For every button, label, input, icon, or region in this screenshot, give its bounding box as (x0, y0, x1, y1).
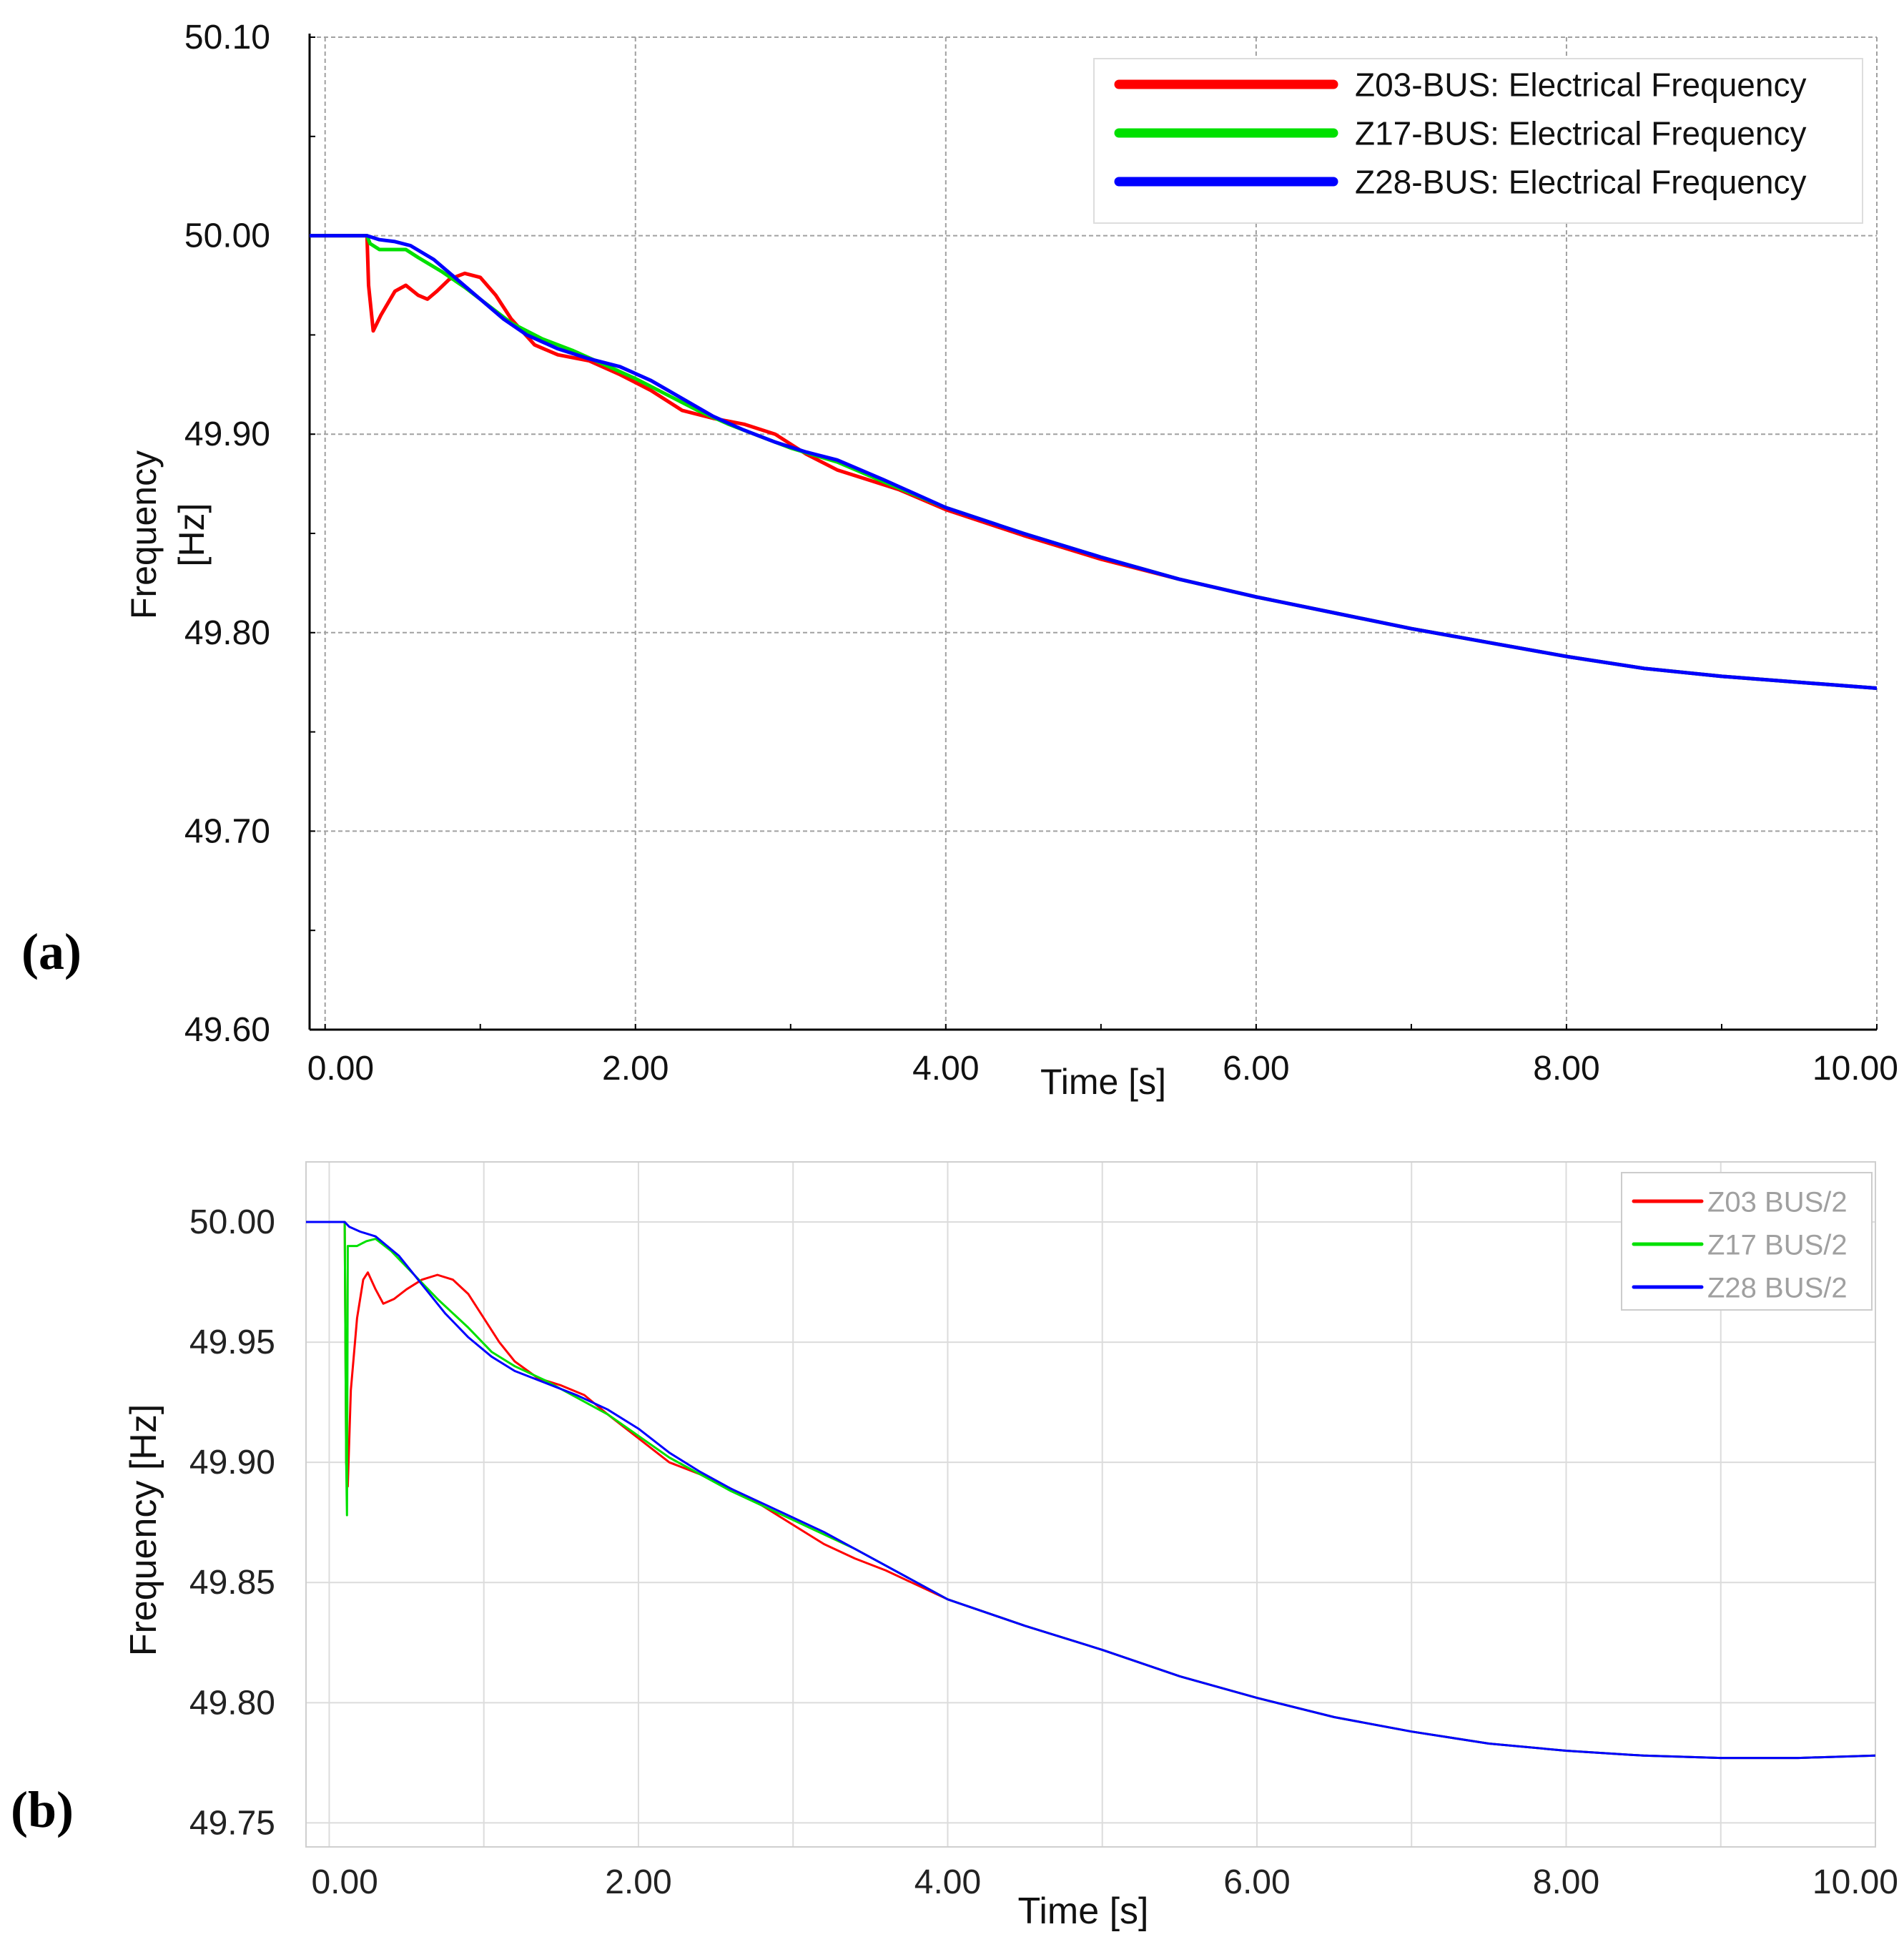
legend: Z03 BUS/2 Z17 BUS/2 Z28 BUS/2 (1621, 1172, 1873, 1311)
legend-label: Z17 BUS/2 (1707, 1229, 1848, 1261)
series-group (310, 234, 1877, 690)
y-tick-label: 49.90 (189, 1444, 275, 1482)
x-tick-label: 6.00 (1223, 1863, 1290, 1901)
x-tick-label: 8.00 (1533, 1050, 1599, 1088)
legend-label: Z28-BUS: Electrical Frequency (1355, 164, 1806, 201)
x-axis-label: Time [s] (1040, 1062, 1166, 1102)
y-tick-label: 49.70 (184, 812, 270, 850)
y-tick-label: 49.95 (189, 1324, 275, 1361)
legend-label: Z28 BUS/2 (1707, 1272, 1848, 1303)
y-tick-label: 49.90 (184, 415, 270, 453)
x-tick-label: 10.00 (1812, 1863, 1898, 1901)
legend-label: Z03-BUS: Electrical Frequency (1355, 66, 1806, 104)
series-line-z28-bus-2 (306, 1221, 1875, 1760)
legend: Z03-BUS: Electrical Frequency Z17-BUS: El… (1093, 58, 1863, 224)
plot-frame (305, 1161, 1876, 1848)
y-axis-label: [Hz] (172, 503, 212, 567)
panel-label: (a) (21, 923, 82, 980)
x-tick-label: 4.00 (912, 1050, 979, 1088)
y-axis-label: Frequency [Hz] (123, 1404, 164, 1657)
y-tick-label: 49.85 (189, 1564, 275, 1602)
x-tick-label: 10.00 (1812, 1050, 1898, 1088)
x-tick-label: 0.00 (311, 1863, 378, 1901)
chart-a: 49.60 49.70 49.80 49.90 50.00 50.10 0.00 2.00 4.… (21, 19, 1898, 1102)
x-tick-label: 8.00 (1533, 1863, 1599, 1901)
x-tick-label: 6.00 (1223, 1050, 1289, 1088)
x-tick-label: 2.00 (605, 1863, 671, 1901)
y-axis-label: Frequency (124, 450, 164, 619)
series-group (306, 1221, 1875, 1760)
grid (306, 1162, 1876, 1847)
legend-label: Z17-BUS: Electrical Frequency (1355, 115, 1806, 152)
x-tick-label: 0.00 (307, 1050, 374, 1088)
legend-label: Z03 BUS/2 (1707, 1186, 1848, 1218)
x-tick-label: 2.00 (602, 1050, 669, 1088)
series-line-z28-bus (310, 234, 1877, 690)
y-tick-label: 49.75 (189, 1804, 275, 1842)
chart-b: 49.75 49.80 49.85 49.90 49.95 50.00 0.00 2.00 4.… (11, 1161, 1898, 1932)
x-axis-label: Time [s] (1018, 1891, 1149, 1932)
y-tick-label: 50.10 (184, 19, 270, 56)
y-tick-label: 49.80 (189, 1684, 275, 1722)
panel-label: (b) (11, 1781, 74, 1838)
y-tick-label: 49.80 (184, 614, 270, 652)
y-tick-label: 50.00 (184, 217, 270, 255)
x-tick-label: 4.00 (914, 1863, 981, 1901)
y-tick-label: 50.00 (189, 1203, 275, 1241)
y-tick-label: 49.60 (184, 1011, 270, 1049)
